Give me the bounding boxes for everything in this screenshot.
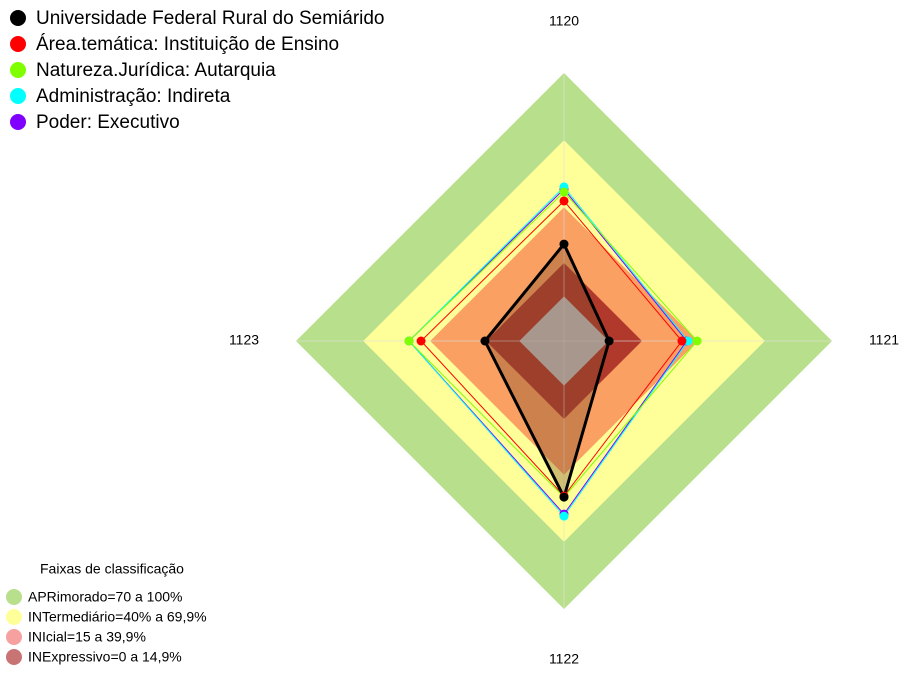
band-legend-marker (6, 589, 22, 605)
category-label: 1121 (869, 332, 899, 348)
band-legend-label: INTermediário=40% a 69,9% (28, 609, 207, 625)
series-point (559, 492, 569, 502)
band-legend-marker (6, 649, 22, 665)
legend-marker (10, 114, 26, 130)
band-legend-label: INIcial=15 a 39,9% (28, 629, 146, 645)
legend-label: Natureza.Jurídica: Autarquia (36, 60, 276, 81)
legend-marker (10, 62, 26, 78)
band-legend-label: INExpressivo=0 a 14,9% (28, 649, 182, 665)
series-point (559, 196, 569, 206)
series-point (416, 336, 426, 346)
series-point (559, 239, 569, 249)
legend-marker (10, 88, 26, 104)
series-point (692, 336, 702, 346)
band-legend-label: APRimorado=70 a 100% (28, 589, 183, 605)
legend-label: Administração: Indireta (36, 86, 231, 107)
legend-label: Universidade Federal Rural do Semiárido (36, 8, 385, 29)
band-legend-marker (6, 609, 22, 625)
series-point (480, 336, 490, 346)
series-point (404, 336, 414, 346)
bands-title: Faixas de classificação (40, 561, 184, 577)
category-label: 1122 (549, 651, 579, 667)
legend-marker (10, 10, 26, 26)
series-point (604, 336, 614, 346)
category-label: 1123 (229, 332, 259, 348)
legend-label: Poder: Executivo (36, 112, 180, 133)
series-point (559, 511, 569, 521)
series-point (559, 187, 569, 197)
category-label: 1120 (549, 13, 579, 29)
legend-marker (10, 36, 26, 52)
band-legend-marker (6, 629, 22, 645)
legend-label: Área.temática: Instituição de Ensino (36, 34, 339, 55)
series-point (677, 336, 687, 346)
